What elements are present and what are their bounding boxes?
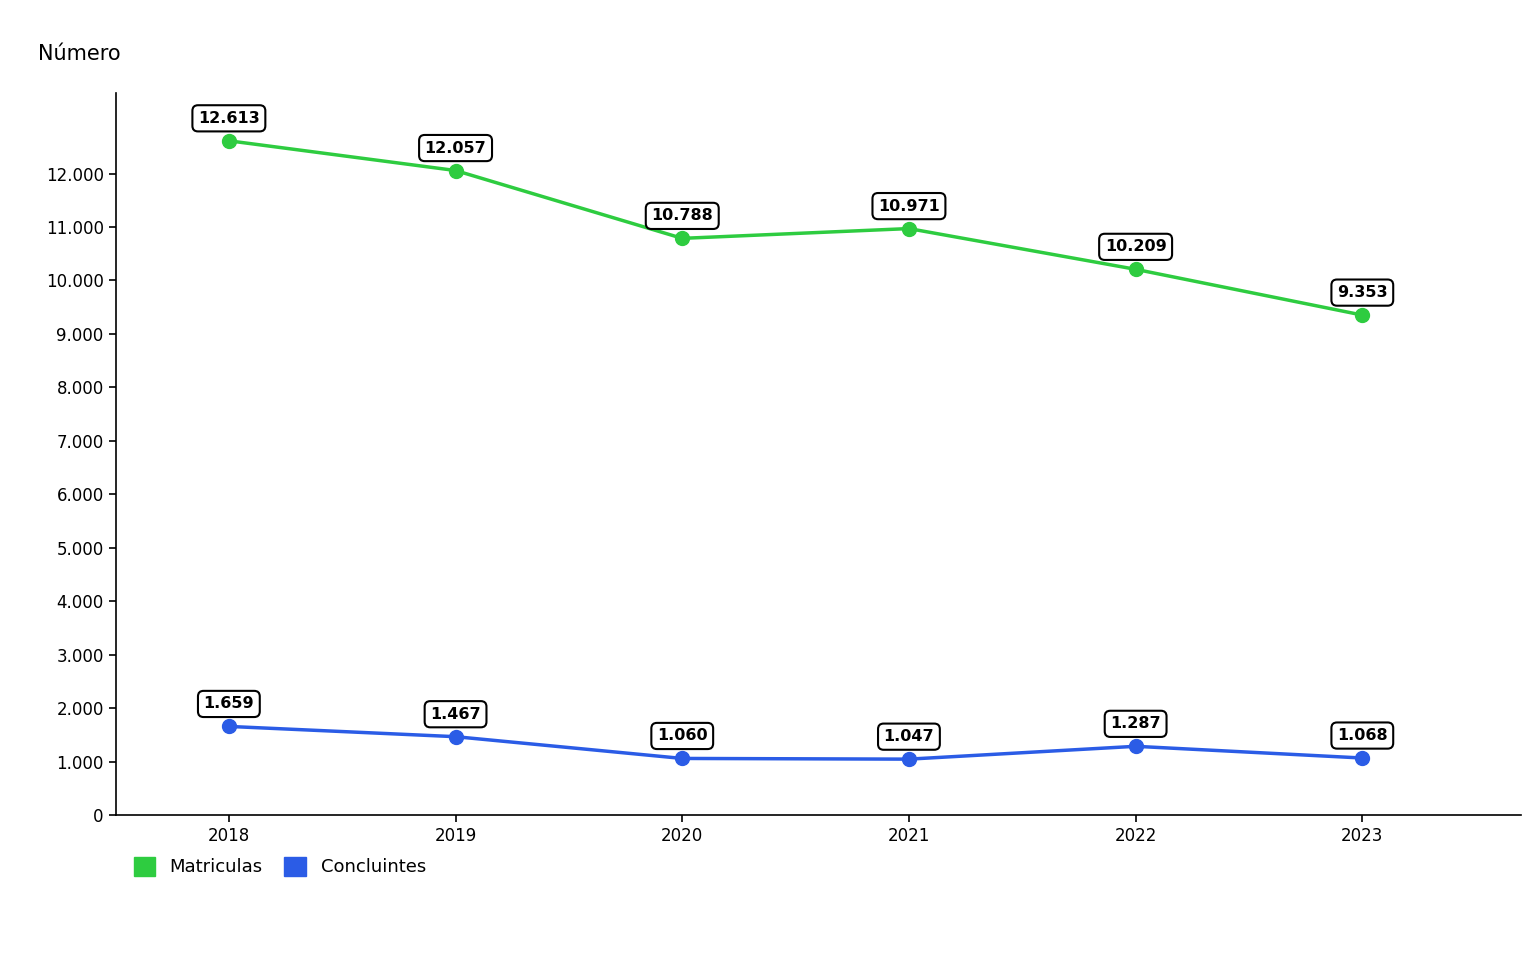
Text: 1.060: 1.060 [657, 729, 708, 743]
Text: 9.353: 9.353 [1336, 285, 1387, 300]
Matriculas [673, 232, 691, 244]
Text: 1.068: 1.068 [1336, 728, 1387, 743]
Text: 12.613: 12.613 [198, 110, 260, 126]
Text: Número: Número [38, 44, 121, 64]
Text: 10.788: 10.788 [651, 208, 713, 224]
Text: 12.057: 12.057 [424, 140, 487, 156]
Matriculas [1126, 264, 1144, 276]
Matriculas [900, 223, 919, 234]
Concluintes [1126, 740, 1144, 752]
Concluintes [1353, 753, 1372, 764]
Text: 10.209: 10.209 [1104, 239, 1166, 254]
Concluintes [220, 721, 238, 732]
Concluintes [673, 753, 691, 764]
Text: 1.047: 1.047 [883, 730, 934, 744]
Matriculas [220, 135, 238, 147]
Line: Matriculas: Matriculas [221, 133, 1369, 322]
Text: 1.467: 1.467 [430, 707, 481, 722]
Matriculas [447, 165, 465, 177]
Concluintes [900, 754, 919, 765]
Text: 10.971: 10.971 [879, 199, 940, 214]
Text: 1.659: 1.659 [204, 696, 253, 711]
Text: 1.287: 1.287 [1111, 716, 1161, 732]
Line: Concluintes: Concluintes [221, 719, 1369, 766]
Matriculas [1353, 309, 1372, 321]
Concluintes [447, 731, 465, 742]
Legend: Matriculas, Concluintes: Matriculas, Concluintes [124, 848, 435, 885]
